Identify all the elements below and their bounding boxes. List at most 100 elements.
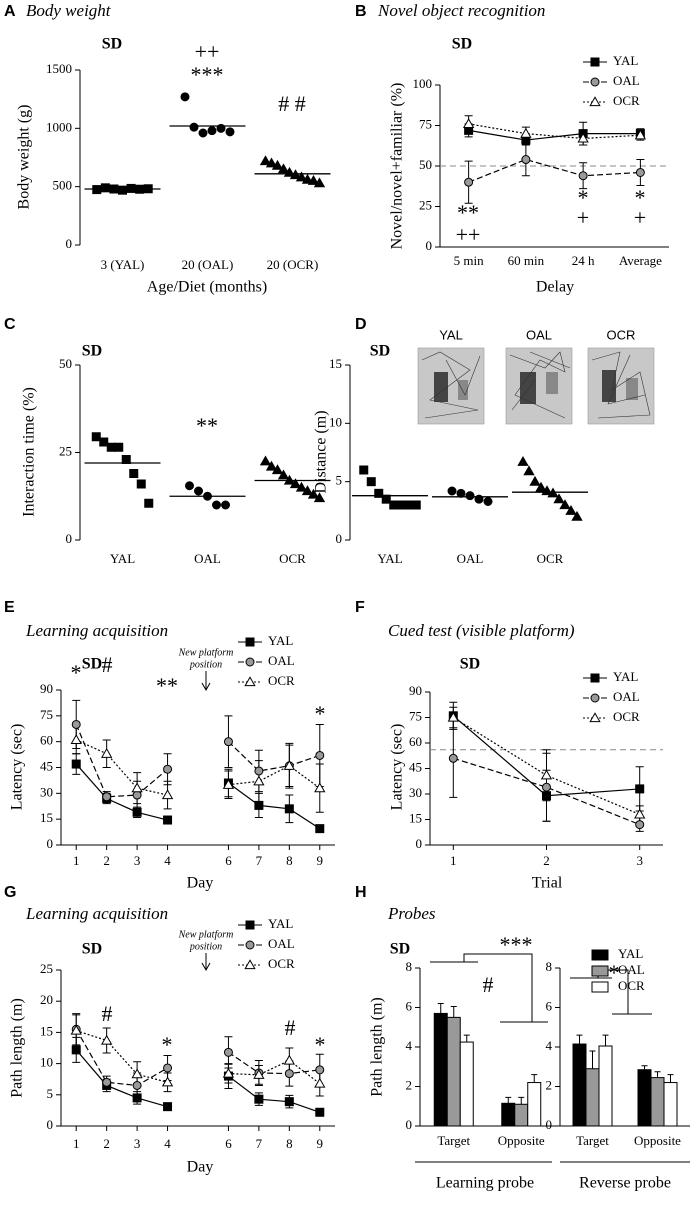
annotation: ** xyxy=(196,413,218,438)
legend-swatch xyxy=(591,965,609,977)
x-tick-label: OCR xyxy=(537,551,564,566)
series-line xyxy=(228,1051,320,1075)
y-tick-label: 90 xyxy=(409,683,422,698)
series-line xyxy=(75,724,168,798)
marker xyxy=(71,719,81,729)
legend-label: OAL xyxy=(268,653,295,668)
annotation: # # xyxy=(278,91,306,116)
marker xyxy=(314,1077,326,1088)
marker xyxy=(277,469,290,480)
x-tick-label: 24 h xyxy=(572,253,595,268)
error-bar xyxy=(654,1071,661,1078)
error-bar xyxy=(437,1003,444,1014)
legend-label: OAL xyxy=(618,962,645,977)
x-tick-label: 7 xyxy=(256,853,263,868)
marker xyxy=(222,778,235,789)
marker xyxy=(223,1047,233,1057)
error-bar xyxy=(505,1096,512,1104)
marker xyxy=(315,750,325,760)
marker xyxy=(131,782,143,793)
y-tick-label: 1000 xyxy=(46,119,72,134)
error-bar xyxy=(667,1074,674,1083)
marker xyxy=(540,769,553,780)
marker xyxy=(121,455,131,464)
error-bar xyxy=(450,1006,457,1018)
y-tick-label: 4 xyxy=(546,1038,553,1053)
marker xyxy=(70,734,82,745)
series-line xyxy=(228,741,320,772)
x-tick-label: 3 xyxy=(134,1136,141,1151)
marker xyxy=(225,127,235,137)
marker xyxy=(245,657,255,667)
group-label: SD xyxy=(370,343,390,360)
x-tick-label: 8 xyxy=(286,1136,293,1151)
x-tick-label: 1 xyxy=(450,853,457,868)
marker xyxy=(70,1024,82,1035)
marker xyxy=(520,127,532,138)
marker xyxy=(245,940,255,950)
annotation: # xyxy=(102,652,113,677)
y-tick-label: 0 xyxy=(47,1117,54,1132)
inset-label: YAL xyxy=(439,327,463,342)
note: position xyxy=(189,659,222,670)
group-axis-label: Learning probe xyxy=(436,1175,534,1192)
error-bar xyxy=(576,1034,583,1045)
marker xyxy=(101,1034,113,1045)
marker xyxy=(571,510,583,521)
marker xyxy=(535,481,547,492)
marker xyxy=(284,1069,294,1079)
marker xyxy=(295,171,308,182)
marker xyxy=(578,171,588,181)
annotation: ++ xyxy=(195,39,220,64)
annotation: # xyxy=(483,972,494,997)
marker xyxy=(71,759,81,769)
marker xyxy=(265,157,278,168)
marker xyxy=(259,155,272,166)
marker xyxy=(374,488,384,498)
legend-label: YAL xyxy=(613,669,638,684)
marker xyxy=(163,1102,173,1112)
panel-title: Learning acquisition xyxy=(25,904,168,923)
marker xyxy=(456,488,466,498)
marker xyxy=(315,1107,325,1117)
marker xyxy=(404,500,414,510)
x-tick-label: 2 xyxy=(103,1136,110,1151)
y-tick-label: 25 xyxy=(40,961,53,976)
marker xyxy=(244,959,256,970)
y-tick-label: 15 xyxy=(40,1023,53,1038)
annotation: * xyxy=(609,960,620,985)
inset xyxy=(587,347,655,425)
x-axis-label: Age/Diet (months) xyxy=(147,279,267,296)
marker xyxy=(163,764,173,774)
y-axis-label: Path length (m) xyxy=(369,997,386,1097)
legend-label: OCR xyxy=(268,956,295,971)
x-axis-label: Day xyxy=(187,875,214,892)
marker xyxy=(529,475,541,486)
marker xyxy=(101,747,113,758)
series-line xyxy=(468,158,641,183)
y-tick-label: 2 xyxy=(546,1077,553,1092)
note: position xyxy=(189,941,222,952)
marker xyxy=(102,792,112,802)
x-axis-label: Delay xyxy=(536,279,574,296)
annotation: * xyxy=(635,185,646,210)
series-line xyxy=(76,1029,168,1083)
bar xyxy=(637,1069,652,1127)
x-tick-label: OAL xyxy=(194,551,221,566)
marker xyxy=(212,500,221,510)
x-tick-label: YAL xyxy=(377,551,402,566)
legend-label: OCR xyxy=(618,978,645,993)
error-bar xyxy=(518,1096,525,1105)
y-tick-label: 30 xyxy=(409,785,422,800)
x-tick-label: 3 xyxy=(636,853,643,868)
marker xyxy=(271,464,284,475)
marker xyxy=(132,1093,142,1103)
marker xyxy=(221,500,230,510)
y-tick-label: 100 xyxy=(413,76,433,91)
marker xyxy=(590,693,600,703)
annotation: # xyxy=(102,1001,113,1026)
y-tick-label: 15 xyxy=(40,810,53,825)
bar xyxy=(650,1077,665,1127)
x-tick-label: 6 xyxy=(225,853,232,868)
legend-label: YAL xyxy=(613,53,638,68)
